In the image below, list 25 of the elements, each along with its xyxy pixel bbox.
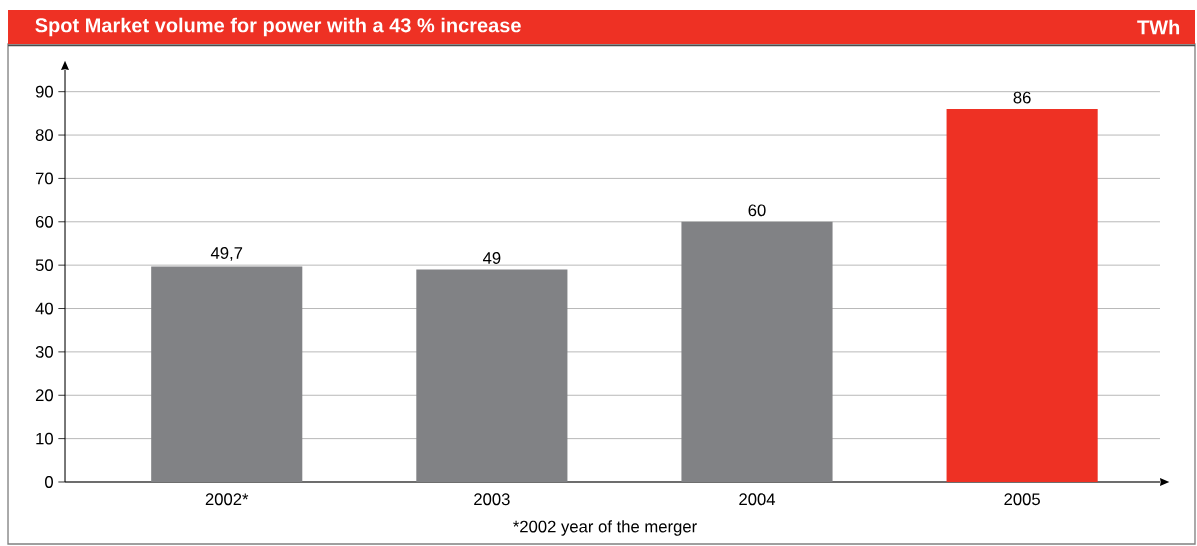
x-tick-label: 2004 xyxy=(739,493,776,506)
y-tick-label: 90 xyxy=(35,85,53,98)
data-label: 49,7 xyxy=(210,247,243,261)
y-axis-title: TWh xyxy=(1137,19,1180,35)
data-label: 60 xyxy=(748,204,766,217)
y-tick-label: 40 xyxy=(35,302,53,315)
bar xyxy=(946,109,1098,482)
chart-title: Spot Market volume for power with a 43 % increase xyxy=(35,17,521,37)
text: *2002 year of the merger xyxy=(513,520,697,536)
y-tick-label: 60 xyxy=(35,215,53,228)
x-tick-label: 2002* xyxy=(205,493,249,506)
data-label: 49 xyxy=(482,252,501,264)
y-tick-label: 0 xyxy=(45,476,53,488)
y-tick-label: 10 xyxy=(36,432,53,445)
y-tick-label: 50 xyxy=(35,259,53,272)
y-tick-label: 80 xyxy=(35,129,53,141)
y-tick-label: 20 xyxy=(35,389,53,402)
y-tick-label: 30 xyxy=(35,346,53,358)
bar xyxy=(416,269,568,482)
bar xyxy=(681,221,833,482)
y-tick-label: 70 xyxy=(35,172,53,185)
x-tick-label: 2003 xyxy=(474,493,510,506)
data-label: 86 xyxy=(1013,91,1031,104)
bar xyxy=(151,266,303,482)
x-tick-label: 2005 xyxy=(1004,493,1040,506)
